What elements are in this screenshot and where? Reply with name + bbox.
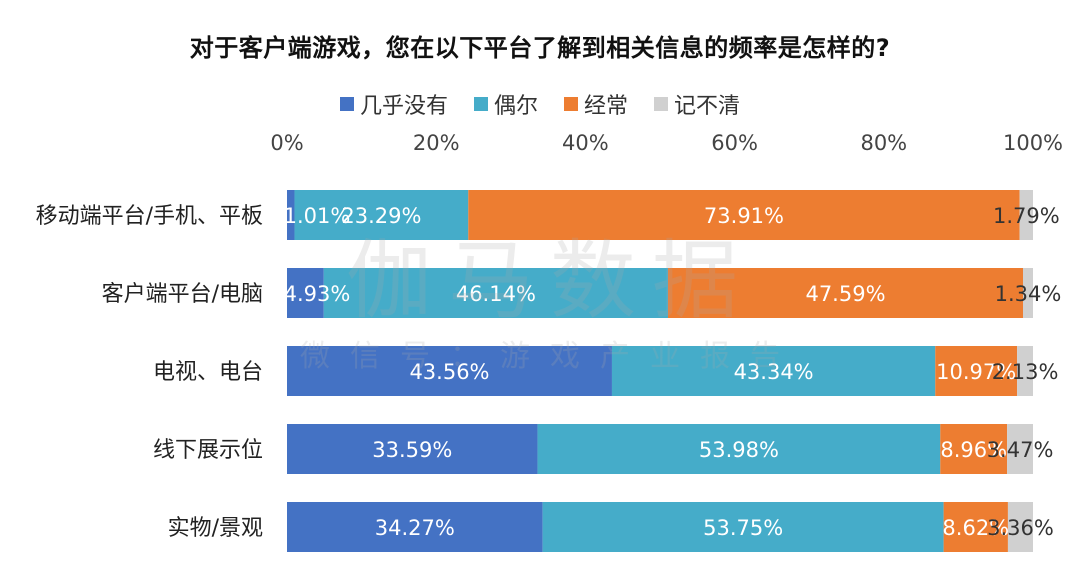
data-label-occasionally: 23.29%: [341, 204, 421, 228]
bar-segment-occasionally: [542, 502, 944, 552]
bar-segment-never: [287, 502, 543, 552]
data-label-often: 10.97%: [936, 360, 1016, 384]
data-label-often: 73.91%: [704, 204, 784, 228]
legend-item-occasionally: 偶尔: [473, 88, 538, 120]
bar-segment-never: [287, 424, 538, 474]
data-label-never: 43.56%: [409, 360, 489, 384]
legend-swatch-cant-remember: [654, 97, 669, 111]
data-label-often: 47.59%: [805, 282, 885, 306]
bar-segment-never: [287, 346, 612, 396]
x-tick-label: 40%: [562, 131, 609, 155]
chart-title: 对于客户端游戏，您在以下平台了解到相关信息的频率是怎样的?: [189, 34, 891, 62]
bar-segment-cant-remember: [1023, 268, 1033, 318]
bar-segment-often: [935, 346, 1018, 396]
legend-swatch-never: [339, 97, 354, 111]
bar-segment-often: [940, 424, 1008, 474]
legend-label-occasionally: 偶尔: [493, 94, 538, 119]
bar-segment-cant-remember: [1007, 424, 1033, 474]
x-tick-label: 80%: [860, 131, 907, 155]
bar-segment-often: [667, 268, 1024, 318]
bar-segment-never: [287, 268, 324, 318]
category-label: 电视、电台: [153, 360, 263, 385]
data-label-cant-remember: 2.13%: [992, 360, 1059, 384]
data-label-never: 4.93%: [284, 282, 351, 306]
bar-segment-never: [287, 190, 295, 240]
x-tick-label: 100%: [1003, 131, 1063, 155]
data-label-cant-remember: 3.36%: [987, 516, 1054, 540]
legend-item-often: 经常: [564, 88, 628, 120]
data-label-occasionally: 53.75%: [703, 516, 783, 540]
legend-label-cant-remember: 记不清: [674, 94, 741, 119]
legend-swatch-often: [564, 97, 578, 111]
bar-segment-often: [468, 190, 1020, 240]
data-label-cant-remember: 1.79%: [993, 204, 1060, 228]
x-tick-label: 60%: [711, 131, 758, 155]
bar-segment-cant-remember: [1019, 190, 1033, 240]
data-label-often: 8.96%: [940, 438, 1007, 462]
data-label-occasionally: 46.14%: [456, 282, 536, 306]
category-label: 实物/景观: [168, 516, 263, 541]
x-tick-label: 20%: [413, 131, 460, 155]
bar-segment-occasionally: [323, 268, 668, 318]
bar-segment-cant-remember: [1017, 346, 1033, 396]
legend-label-never: 几乎没有: [359, 94, 448, 119]
data-label-occasionally: 53.98%: [699, 438, 779, 462]
data-label-occasionally: 43.34%: [734, 360, 814, 384]
bar-segment-often: [943, 502, 1008, 552]
data-label-cant-remember: 3.47%: [987, 438, 1054, 462]
legend: 几乎没有 偶尔 经常 记不清: [0, 88, 1080, 120]
bar-segment-occasionally: [537, 424, 941, 474]
data-label-never: 33.59%: [372, 438, 452, 462]
x-tick-label: 0%: [270, 131, 303, 155]
legend-item-never: 几乎没有: [339, 88, 448, 120]
data-label-never: 1.01%: [284, 204, 351, 228]
data-label-cant-remember: 1.34%: [995, 282, 1062, 306]
bar-segment-cant-remember: [1007, 502, 1033, 552]
category-label: 客户端平台/电脑: [102, 282, 263, 307]
legend-swatch-occasionally: [473, 97, 488, 111]
data-label-never: 34.27%: [375, 516, 455, 540]
bar-segment-occasionally: [294, 190, 469, 240]
legend-item-cant-remember: 记不清: [654, 88, 740, 120]
category-label: 线下展示位: [153, 438, 263, 463]
data-label-often: 8.62%: [942, 516, 1009, 540]
bar-segment-occasionally: [611, 346, 936, 396]
legend-label-often: 经常: [584, 94, 629, 119]
category-label: 移动端平台/手机、平板: [36, 204, 263, 229]
